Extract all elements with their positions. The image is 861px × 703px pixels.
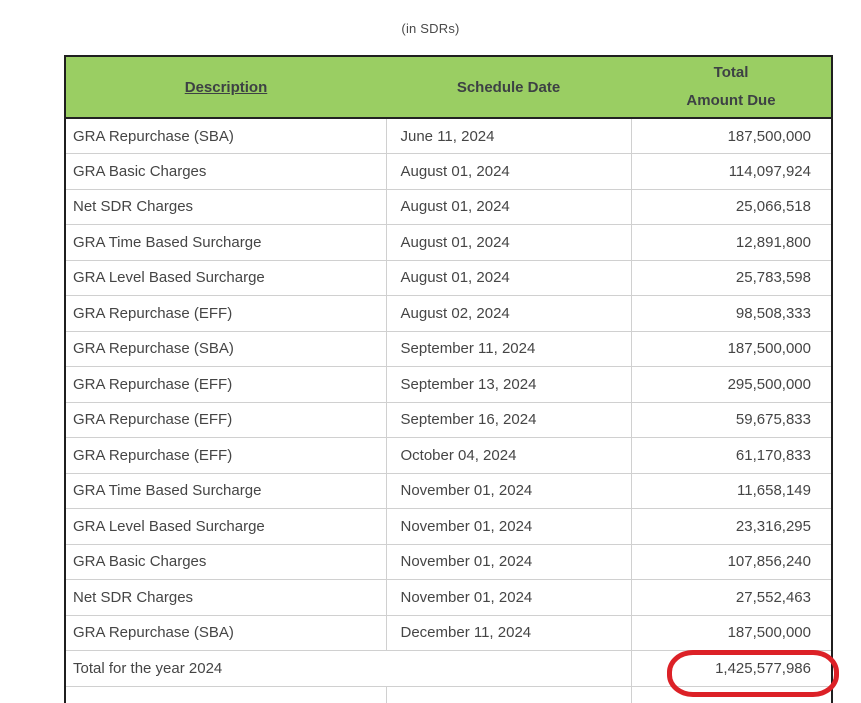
amount-cell: 107,856,240: [631, 543, 832, 580]
description-cell: Net SDR Charges: [65, 188, 387, 225]
description-cell: GRA Level Based Surcharge: [65, 508, 387, 544]
description-cell: GRA Basic Charges: [65, 153, 387, 189]
payment-schedule-table: Description Schedule Date Total Amount D…: [64, 55, 833, 703]
amount-cell: 12,891,800: [631, 224, 832, 260]
total-row-label: Total for the year 2024: [65, 650, 632, 686]
table-row: GRA Repurchase (EFF) September 13, 2024 29…: [65, 366, 832, 402]
date-cell: August 01, 2024: [386, 224, 632, 260]
table-row: Net SDR Charges August 01, 2024 25,066,518: [65, 188, 832, 225]
date-cell: November 01, 2024: [386, 472, 632, 509]
amount-cell: 25,783,598: [631, 259, 832, 296]
date-cell: November 01, 2024: [386, 543, 632, 580]
date-cell: September 13, 2024: [386, 366, 632, 402]
table-row: GRA Repurchase (SBA) September 11, 2024 18…: [65, 330, 832, 367]
description-cell: GRA Time Based Surcharge: [65, 472, 387, 509]
description-cell: Net SDR Charges: [65, 579, 387, 615]
amount-cell: 187,500,000: [631, 117, 832, 154]
amount-cell: 11,658,149: [631, 472, 832, 509]
table-row: GRA Repurchase (EFF) October 04, 2024 61,1…: [65, 437, 832, 473]
total-row: Total for the year 2024 1,425,577,986: [65, 650, 832, 686]
amount-cell: 27,552,463: [631, 579, 832, 615]
amount-cell: 25,066,518: [631, 188, 832, 225]
date-cell: August 01, 2024: [386, 153, 632, 189]
header-schedule-date-label: Schedule Date: [456, 78, 561, 96]
amount-cell: 187,500,000: [631, 614, 832, 651]
description-cell: GRA Repurchase (SBA): [65, 330, 387, 367]
table-row: GRA Level Based Surcharge August 01, 2024…: [65, 259, 832, 296]
partial-date-cell: [386, 685, 632, 703]
table-footer: Total for the year 2024 1,425,577,986: [65, 650, 832, 703]
description-cell: GRA Repurchase (EFF): [65, 401, 387, 438]
description-cell: GRA Repurchase (EFF): [65, 437, 387, 473]
description-cell: GRA Repurchase (EFF): [65, 295, 387, 331]
header-total-amount-due: Total Amount Due: [631, 56, 832, 119]
table-body: GRA Repurchase (SBA) June 11, 2024 187,500…: [65, 117, 832, 651]
date-cell: August 02, 2024: [386, 295, 632, 331]
table-row: GRA Time Based Surcharge November 01, 202…: [65, 472, 832, 509]
table-row: GRA Repurchase (SBA) June 11, 2024 187,500…: [65, 117, 832, 154]
partial-amount-cell: [631, 685, 832, 703]
header-row: Description Schedule Date Total Amount D…: [65, 56, 832, 119]
description-cell: GRA Level Based Surcharge: [65, 259, 387, 296]
table-header: Description Schedule Date Total Amount D…: [65, 56, 832, 119]
date-cell: September 16, 2024: [386, 401, 632, 438]
description-cell: GRA Repurchase (SBA): [65, 614, 387, 651]
header-description-label: Description: [184, 78, 268, 96]
header-total-line2: Amount Due: [686, 92, 776, 109]
amount-cell: 59,675,833: [631, 401, 832, 438]
amount-cell: 61,170,833: [631, 437, 832, 473]
table-row: Net SDR Charges November 01, 2024 27,552,4…: [65, 579, 832, 615]
date-cell: November 01, 2024: [386, 579, 632, 615]
date-cell: October 04, 2024: [386, 437, 632, 473]
date-cell: June 11, 2024: [386, 117, 632, 154]
header-total-line1: Total: [713, 64, 749, 81]
date-cell: September 11, 2024: [386, 330, 632, 367]
table-row: GRA Basic Charges August 01, 2024 114,097,…: [65, 153, 832, 189]
date-cell: August 01, 2024: [386, 188, 632, 225]
partial-next-row: [65, 685, 832, 703]
partial-description-cell: [65, 685, 387, 703]
table-row: GRA Repurchase (EFF) August 02, 2024 98,50…: [65, 295, 832, 331]
description-cell: GRA Repurchase (SBA): [65, 117, 387, 154]
table-row: GRA Basic Charges November 01, 2024 107,85…: [65, 543, 832, 580]
total-row-amount: 1,425,577,986: [631, 650, 832, 686]
table-row: GRA Repurchase (EFF) September 16, 2024 59…: [65, 401, 832, 438]
date-cell: November 01, 2024: [386, 508, 632, 544]
date-cell: December 11, 2024: [386, 614, 632, 651]
header-description[interactable]: Description: [65, 56, 386, 119]
description-cell: GRA Time Based Surcharge: [65, 224, 387, 260]
description-cell: GRA Repurchase (EFF): [65, 366, 387, 402]
amount-cell: 23,316,295: [631, 508, 832, 544]
table-row: GRA Repurchase (SBA) December 11, 2024 187…: [65, 614, 832, 651]
amount-cell: 98,508,333: [631, 295, 832, 331]
date-cell: August 01, 2024: [386, 259, 632, 296]
page-title: (in SDRs): [401, 21, 460, 36]
description-cell: GRA Basic Charges: [65, 543, 387, 580]
amount-cell: 295,500,000: [631, 366, 832, 402]
amount-cell: 187,500,000: [631, 330, 832, 367]
table-row: GRA Time Based Surcharge August 01, 2024 1…: [65, 224, 832, 260]
amount-cell: 114,097,924: [631, 153, 832, 189]
table-row: GRA Level Based Surcharge November 01, 20…: [65, 508, 832, 544]
header-schedule-date: Schedule Date: [386, 56, 631, 119]
